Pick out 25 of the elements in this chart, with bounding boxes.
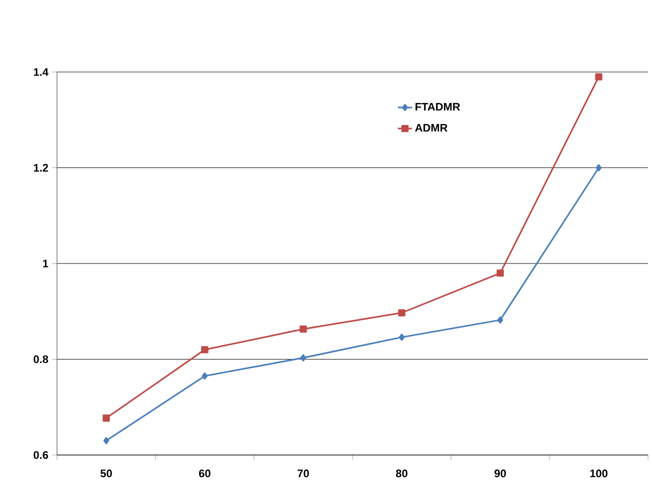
y-tick-label: 0.8 — [34, 355, 48, 364]
point — [300, 325, 307, 333]
x-tick-label: 90 — [494, 470, 506, 478]
y-tick-label: 1.2 — [34, 164, 48, 172]
point — [202, 372, 208, 380]
point — [596, 164, 602, 172]
point — [398, 334, 405, 341]
x-tick-label: 80 — [396, 470, 408, 478]
x-tick-label: 100 — [590, 470, 608, 478]
point — [103, 437, 110, 444]
x-tick-label: 50 — [100, 470, 112, 478]
point — [300, 354, 306, 362]
point — [102, 414, 110, 422]
x-tick-label: 70 — [298, 470, 309, 478]
point — [497, 316, 504, 324]
y-tick-label: 1 — [43, 260, 48, 268]
legend-label: ADMR — [415, 124, 448, 132]
point — [201, 346, 208, 354]
x-tick-label: 60 — [199, 470, 210, 478]
point — [595, 73, 602, 80]
point — [398, 309, 406, 316]
legend-label: FTADMR — [416, 103, 460, 111]
point — [496, 269, 504, 277]
y-tick-label: 0.6 — [34, 451, 48, 459]
y-tick-label: 1.4 — [34, 68, 48, 76]
